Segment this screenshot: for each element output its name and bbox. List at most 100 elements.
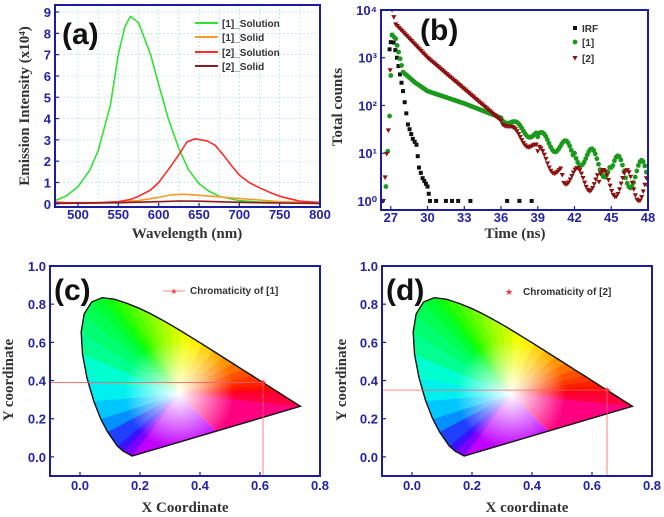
y-tick-label: 10⁴: [356, 3, 377, 18]
spectral-locus-outline: [412, 296, 635, 457]
axes-frame-c: [49, 265, 321, 477]
data-point-irf: [415, 154, 420, 159]
x-tick-label: 0.0: [71, 478, 89, 493]
data-point-2: [387, 68, 393, 73]
data-point-irf: [396, 64, 401, 69]
y-tick-label: 0.4: [360, 374, 379, 389]
plot-b: 27 30 33 36 39 42 45 48 10⁰ 10¹ 10² 10³ 10⁴: [356, 3, 655, 225]
data-point-1: [640, 159, 646, 165]
data-point-2: [618, 181, 624, 187]
y-tick-label: 10⁰: [357, 194, 377, 209]
series-line-2solution: [55, 138, 320, 204]
data-point-irf: [450, 198, 455, 203]
y-tick-label: 10²: [358, 98, 377, 113]
panel-label-d: (d): [386, 274, 424, 307]
data-point-2: [569, 173, 575, 179]
data-point-1: [632, 174, 638, 180]
data-point-2: [538, 146, 544, 151]
data-point-1: [618, 157, 624, 163]
data-point-2: [643, 176, 648, 181]
data-point-1: [573, 156, 579, 161]
data-point-2: [533, 142, 539, 148]
data-point-1: [399, 63, 404, 68]
data-point-2: [583, 184, 589, 190]
data-point-2: [616, 187, 623, 192]
legend-label-2: [2]: [582, 54, 594, 65]
data-point-2: [544, 161, 551, 166]
y-tick-label: 8: [44, 26, 51, 41]
data-point-irf: [414, 142, 419, 147]
data-point-1: [592, 151, 598, 157]
data-point-irf: [409, 132, 414, 137]
series-line-2solid: [55, 200, 320, 205]
data-point-2: [632, 193, 638, 198]
plot-area-a: [55, 5, 320, 207]
data-point-1: [568, 147, 574, 153]
data-point-irf: [404, 111, 409, 116]
data-point-irf: [468, 198, 473, 203]
data-point-2: [602, 169, 608, 175]
x-tick-label: 0.2: [463, 478, 481, 493]
data-point-2: [582, 180, 588, 186]
data-point-2: [637, 198, 643, 204]
data-point-1: [620, 162, 625, 168]
data-point-2: [517, 135, 523, 140]
data-point-1: [636, 163, 641, 168]
legend-marker: [572, 56, 578, 61]
data-point-irf: [387, 47, 392, 52]
x-tick-label: 0.4: [523, 478, 542, 493]
legend-label-chromaticity-1: Chromaticity of [1]: [190, 286, 278, 297]
y-tick-label: 3: [44, 133, 51, 148]
x-tick-label: 39: [531, 210, 545, 225]
x-tick-label: 0.4: [191, 478, 210, 493]
legend-star-icon: ★: [170, 287, 177, 296]
data-point-1: [544, 137, 550, 143]
data-point-irf: [434, 198, 439, 203]
y-tick-label: 5: [44, 90, 51, 105]
x-tick-label: 800: [309, 207, 331, 222]
x-tick-label: 0.8: [643, 478, 661, 493]
y-tick-label: 0.0: [360, 450, 378, 465]
y-tick-label: 10³: [358, 51, 377, 66]
data-point-irf: [426, 191, 431, 196]
data-point-2: [626, 170, 632, 175]
x-tick-label: 550: [107, 207, 129, 222]
data-point-2: [535, 149, 541, 154]
data-point-irf: [443, 198, 448, 203]
data-point-1: [535, 134, 541, 140]
data-point-2: [594, 173, 601, 178]
data-point-2: [639, 194, 645, 200]
legend-label-1-solution: [1]_Solution: [222, 19, 280, 30]
y-tick-label: 1: [44, 175, 51, 190]
data-point-2: [642, 182, 648, 188]
legend-label-2-solid: [2]_Solid: [222, 62, 264, 73]
x-tick-label: 600: [148, 207, 170, 222]
data-point-2: [596, 179, 602, 185]
data-point-irf: [420, 176, 425, 181]
axes-frame-a: [54, 4, 321, 208]
data-point-irf: [405, 122, 410, 127]
legend-marker: [573, 26, 577, 30]
data-point-1: [397, 56, 403, 62]
y-tick-label: 0.2: [28, 412, 46, 427]
data-point-irf: [456, 198, 461, 203]
plot-area-b: [381, 10, 648, 204]
data-point-2: [519, 138, 525, 143]
data-point-irf: [391, 40, 396, 45]
data-point-2: [546, 165, 552, 171]
data-point-1: [567, 143, 573, 149]
x-tick-label: 27: [384, 210, 398, 225]
data-point-1: [634, 168, 640, 174]
x-axis-title-d: X coordinate: [486, 500, 569, 516]
chromaticity-point: ★: [603, 385, 611, 395]
data-point-2: [615, 191, 621, 197]
y-tick-label: 1.0: [360, 259, 378, 274]
data-point-1: [572, 150, 577, 156]
data-point-irf: [399, 80, 404, 85]
data-point-2: [628, 174, 634, 180]
y-tick-label: 7: [44, 48, 51, 63]
data-point-2: [385, 128, 391, 134]
x-axis-title-a: Wavelength (nm): [132, 226, 242, 242]
data-point-2: [631, 187, 637, 192]
